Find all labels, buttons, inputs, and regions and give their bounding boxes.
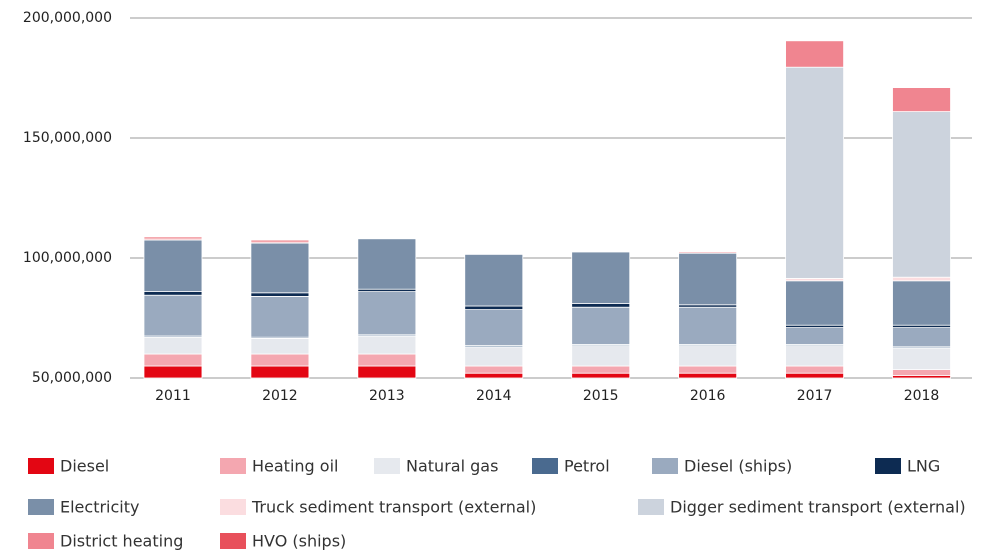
bar-segment: [785, 66, 844, 279]
bar-segment: [143, 353, 203, 367]
legend-label: Diesel (ships): [684, 457, 792, 476]
legend-swatch: [875, 458, 901, 474]
bar-segment: [892, 276, 951, 282]
legend-swatch: [652, 458, 678, 474]
bar-segment: [571, 306, 631, 345]
x-tick-label: 2015: [583, 388, 619, 404]
bar-segment: [571, 365, 631, 374]
y-tick-label: 100,000,000: [23, 250, 112, 266]
bar-segment: [250, 353, 310, 367]
legend-label: Heating oil: [252, 457, 338, 476]
legend-swatch: [532, 458, 558, 474]
legend-swatch: [28, 533, 54, 549]
bar-segment: [464, 365, 524, 374]
bar-segment: [678, 372, 738, 379]
legend-swatch: [220, 533, 246, 549]
legend-swatch: [638, 499, 664, 515]
legend-swatch: [220, 499, 246, 515]
bar-segment: [143, 365, 203, 379]
bar-segment: [892, 280, 951, 326]
bar-segment: [571, 372, 631, 379]
bar-segment: [785, 365, 844, 374]
legend-swatch: [28, 499, 54, 515]
bar-segment: [892, 111, 951, 278]
bar-segment: [892, 87, 951, 112]
bar-segment: [892, 327, 951, 348]
legend-label: Electricity: [60, 498, 139, 517]
legend-swatch: [220, 458, 246, 474]
legend-label: LNG: [907, 457, 940, 476]
legend-swatch: [374, 458, 400, 474]
y-tick-label: 150,000,000: [23, 130, 112, 146]
bar-segment: [250, 239, 310, 243]
bar-segment: [143, 239, 203, 292]
bar-segment: [785, 345, 844, 367]
bar-segment: [464, 309, 524, 347]
x-tick-label: 2017: [797, 388, 833, 404]
bar-segment: [678, 306, 738, 345]
legend-label: Truck sediment transport (external): [251, 498, 536, 517]
legend-label: Diesel: [60, 457, 109, 476]
bar-segment: [678, 251, 738, 254]
legend-label: Natural gas: [406, 457, 498, 476]
bar-segment: [250, 295, 310, 338]
y-tick-label: 50,000,000: [32, 370, 112, 386]
bar-segment: [143, 294, 203, 337]
legend-label: HVO (ships): [252, 532, 346, 551]
x-tick-label: 2011: [155, 388, 191, 404]
x-tick-label: 2013: [369, 388, 405, 404]
bar-segment: [250, 337, 310, 355]
bar-segment: [892, 369, 951, 377]
x-tick-label: 2012: [262, 388, 298, 404]
bar-segment: [678, 252, 738, 306]
y-tick-label: 200,000,000: [23, 10, 112, 26]
bar-segment: [892, 347, 951, 371]
bar-segment: [464, 346, 524, 367]
bar-segment: [250, 365, 310, 379]
bar-segment: [464, 372, 524, 379]
bar-segment: [571, 345, 631, 367]
bar-segment: [785, 40, 844, 68]
bar-segment: [250, 292, 310, 297]
bar-segment: [143, 291, 203, 296]
bar-segment: [357, 353, 417, 367]
bar-segment: [785, 327, 844, 345]
legend-swatch: [28, 458, 54, 474]
bar-segment: [250, 242, 310, 294]
x-tick-label: 2018: [904, 388, 940, 404]
legend-label: Petrol: [564, 457, 610, 476]
x-tick-label: 2014: [476, 388, 512, 404]
legend-label: Digger sediment transport (external): [670, 498, 966, 517]
bar-segment: [678, 345, 738, 367]
bar-segment: [785, 280, 844, 326]
x-tick-label: 2016: [690, 388, 726, 404]
bar-segment: [357, 291, 417, 336]
bar-segment: [785, 372, 844, 379]
bar-segment: [464, 305, 524, 310]
bar-segment: [143, 236, 203, 240]
bar-segment: [357, 238, 417, 290]
bar-segment: [357, 365, 417, 379]
bar-segment: [571, 251, 631, 304]
legend-label: District heating: [60, 532, 183, 551]
bar-segment: [571, 303, 631, 308]
bar-segment: [357, 335, 417, 355]
bar-segment: [143, 336, 203, 355]
bar-segment: [464, 253, 524, 307]
bar-segment: [678, 365, 738, 374]
